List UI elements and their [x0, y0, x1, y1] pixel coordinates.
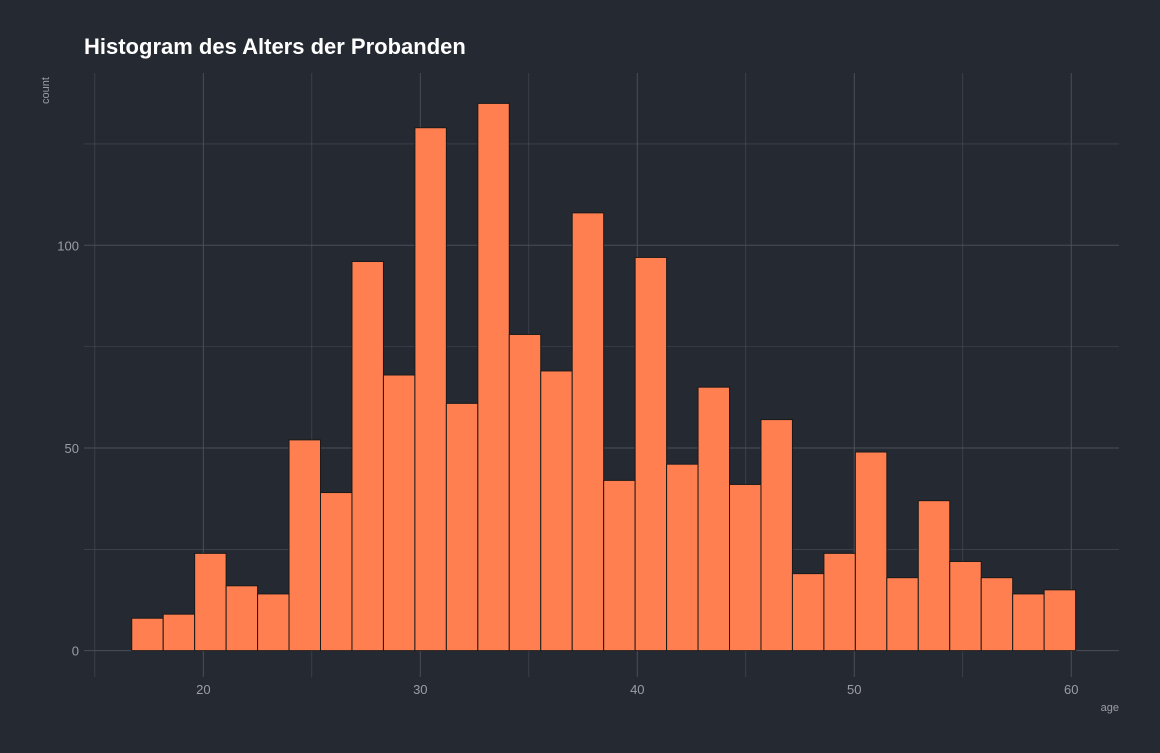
x-tick-label: 20: [196, 682, 210, 697]
histogram-bar: [414, 127, 447, 652]
histogram-bar: [162, 613, 196, 652]
histogram-bar: [320, 492, 353, 652]
y-axis-label: count: [40, 77, 52, 104]
x-tick-label: 40: [630, 682, 644, 697]
histogram-bar: [382, 374, 416, 652]
histogram-bar: [949, 560, 982, 652]
histogram-bar: [634, 256, 668, 652]
histogram-bar: [1012, 593, 1045, 652]
histogram-bar: [603, 479, 636, 652]
tick-labels: 20 30 40 50 60 0 50 100: [57, 238, 1078, 697]
histogram-bar: [760, 419, 793, 652]
histogram-bar: [666, 463, 699, 652]
bars: [131, 102, 1077, 652]
histogram-bar: [729, 483, 762, 652]
histogram-bar: [980, 577, 1014, 652]
histogram-bar: [823, 552, 856, 652]
histogram-bar: [257, 593, 290, 652]
histogram-bar: [886, 577, 919, 652]
histogram-bar: [508, 333, 542, 652]
histogram-bar: [540, 370, 573, 652]
histogram-bar: [854, 451, 888, 652]
x-tick-label: 60: [1064, 682, 1078, 697]
x-tick-label: 30: [413, 682, 427, 697]
y-tick-label: 100: [57, 238, 79, 253]
histogram-bar: [791, 573, 825, 652]
y-tick-label: 50: [65, 441, 79, 456]
histogram-bar: [194, 552, 227, 652]
histogram-bar: [1043, 589, 1077, 652]
histogram-bar: [288, 439, 322, 652]
histogram-bar: [131, 617, 164, 652]
histogram-bar: [917, 500, 951, 652]
histogram-bar: [477, 102, 510, 652]
histogram-bar: [225, 585, 259, 652]
histogram-bar: [445, 402, 479, 652]
histogram-bar: [351, 260, 384, 652]
histogram-bar: [571, 212, 605, 652]
histogram-bar: [697, 386, 731, 652]
y-tick-label: 0: [72, 644, 79, 659]
x-axis-label: age: [1101, 702, 1119, 714]
chart-title: Histogram des Alters der Probanden: [84, 34, 466, 59]
x-tick-label: 50: [847, 682, 861, 697]
